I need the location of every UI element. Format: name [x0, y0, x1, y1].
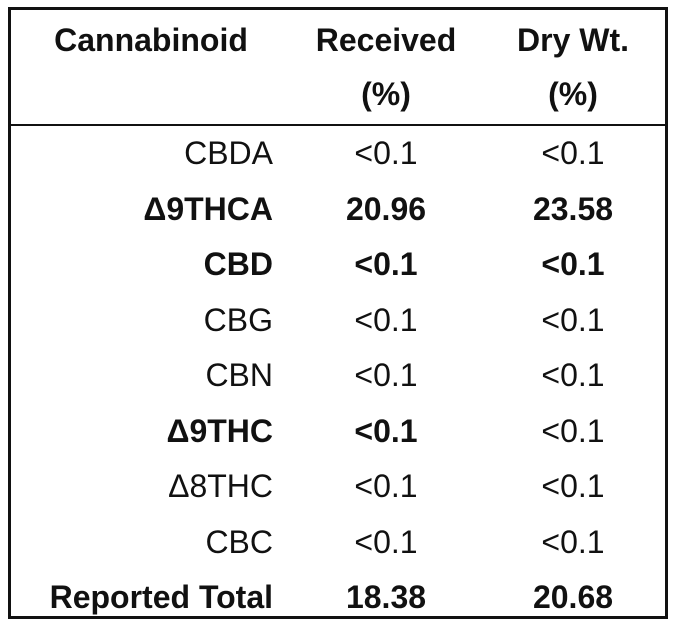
dry-weight-value: <0.1 [541, 357, 605, 394]
cannabinoid-name: Δ9THC [166, 412, 273, 449]
dry-weight-value: <0.1 [541, 412, 605, 449]
cannabinoid-table: Cannabinoid Received Dry Wt. (%) (%) CBD… [11, 10, 665, 626]
total-received-value: 18.38 [345, 579, 427, 616]
cannabinoid-name: CBD [203, 246, 273, 283]
received-value: <0.1 [354, 523, 418, 560]
received-value: <0.1 [354, 246, 418, 283]
table-row: Δ8THC <0.1 <0.1 [11, 459, 665, 515]
table-row: CBD <0.1 <0.1 [11, 237, 665, 293]
cannabinoid-table-frame: Cannabinoid Received Dry Wt. (%) (%) CBD… [8, 7, 668, 619]
cannabinoid-name: CBG [203, 301, 273, 338]
header-row-1: Cannabinoid Received Dry Wt. [11, 10, 665, 70]
header-received-unit: (%) [361, 76, 411, 112]
header-cannabinoid-blank [11, 70, 291, 125]
total-dry-weight-value: 20.68 [532, 579, 614, 616]
table-row: CBG <0.1 <0.1 [11, 293, 665, 349]
table-row: CBN <0.1 <0.1 [11, 348, 665, 404]
dry-weight-value: <0.1 [541, 135, 605, 172]
dry-weight-value: <0.1 [541, 523, 605, 560]
dry-weight-value: <0.1 [541, 246, 605, 283]
cannabinoid-name: Δ9THCA [143, 190, 273, 227]
total-row: Reported Total 18.38 20.68 [11, 570, 665, 626]
table-body: CBDA <0.1 <0.1 Δ9THCA 20.96 23.58 CBD <0… [11, 125, 665, 626]
received-value: <0.1 [354, 357, 418, 394]
table-header: Cannabinoid Received Dry Wt. (%) (%) [11, 10, 665, 125]
table-row: CBC <0.1 <0.1 [11, 515, 665, 571]
header-row-2: (%) (%) [11, 70, 665, 125]
header-cannabinoid: Cannabinoid [54, 22, 248, 58]
total-label: Reported Total [49, 579, 273, 616]
received-value: 20.96 [345, 190, 427, 227]
table-row: Δ9THCA 20.96 23.58 [11, 182, 665, 238]
received-value: <0.1 [354, 301, 418, 338]
cannabinoid-name: Δ8THC [168, 468, 273, 505]
table-row: CBDA <0.1 <0.1 [11, 125, 665, 182]
cannabinoid-name: CBDA [184, 135, 273, 172]
dry-weight-value: <0.1 [541, 468, 605, 505]
cannabinoid-name: CBN [205, 357, 273, 394]
table-row: Δ9THC <0.1 <0.1 [11, 404, 665, 460]
received-value: <0.1 [354, 412, 418, 449]
header-received: Received [315, 22, 457, 58]
header-dry-weight: Dry Wt. [517, 22, 629, 58]
header-dry-weight-unit: (%) [548, 76, 598, 112]
dry-weight-value: <0.1 [541, 301, 605, 338]
received-value: <0.1 [354, 468, 418, 505]
cannabinoid-name: CBC [205, 523, 273, 560]
dry-weight-value: 23.58 [532, 190, 614, 227]
received-value: <0.1 [354, 135, 418, 172]
